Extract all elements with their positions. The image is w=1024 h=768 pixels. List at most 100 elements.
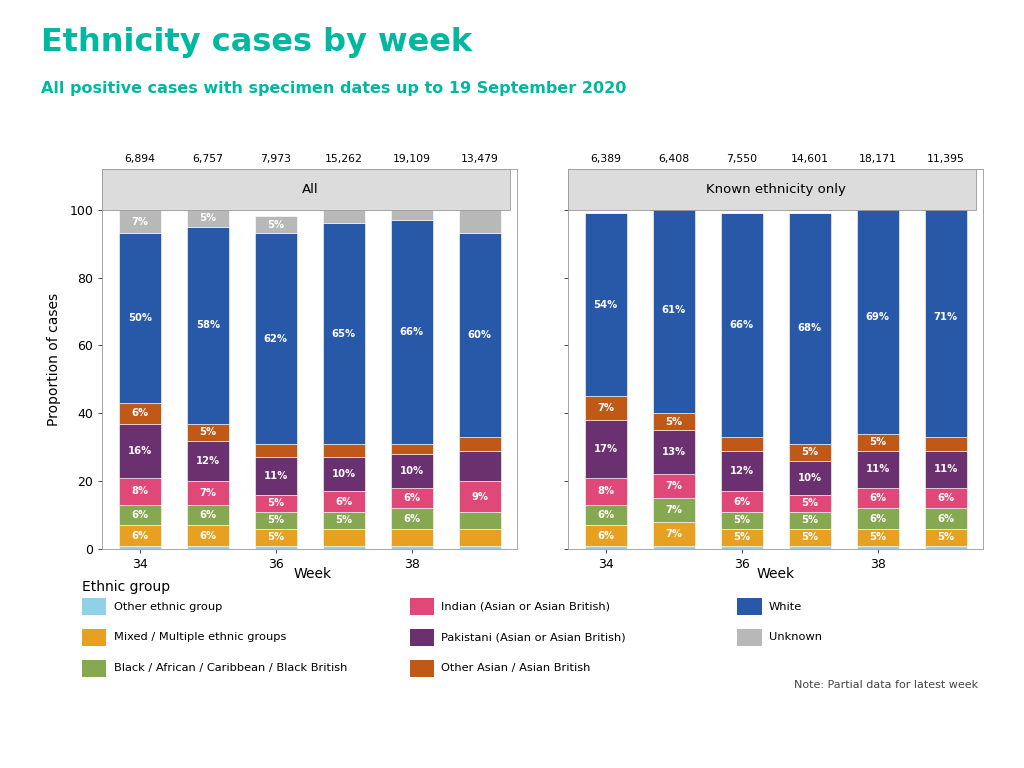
- Bar: [788, 461, 830, 495]
- Text: 5%: 5%: [801, 515, 818, 525]
- Bar: [925, 437, 967, 451]
- Bar: [323, 458, 365, 492]
- Text: Ethnic group: Ethnic group: [82, 580, 170, 594]
- Bar: [788, 511, 830, 528]
- Bar: [186, 441, 228, 482]
- Bar: [119, 546, 161, 549]
- Text: White: White: [769, 601, 802, 612]
- Text: 7%: 7%: [131, 217, 148, 227]
- Bar: [119, 505, 161, 525]
- Text: Note: Partial data for latest week: Note: Partial data for latest week: [794, 680, 978, 690]
- Bar: [186, 525, 228, 546]
- Bar: [391, 210, 433, 220]
- Text: 5%: 5%: [200, 427, 216, 437]
- Bar: [391, 220, 433, 444]
- Text: 10%: 10%: [798, 473, 821, 483]
- Text: 5%: 5%: [267, 498, 285, 508]
- Text: 5%: 5%: [869, 437, 886, 447]
- Bar: [788, 546, 830, 549]
- Text: 11,395: 11,395: [927, 154, 965, 164]
- Bar: [585, 420, 627, 478]
- Text: 6%: 6%: [937, 493, 954, 503]
- Text: 10%: 10%: [332, 469, 355, 479]
- Bar: [459, 511, 501, 528]
- Bar: [788, 495, 830, 511]
- Bar: [255, 458, 297, 495]
- Text: All: All: [301, 183, 318, 196]
- Bar: [925, 196, 967, 437]
- Text: 54%: 54%: [594, 300, 617, 310]
- Text: 13,479: 13,479: [461, 154, 499, 164]
- Text: 7%: 7%: [666, 529, 682, 539]
- Bar: [925, 528, 967, 546]
- Bar: [721, 528, 763, 546]
- Bar: [255, 546, 297, 549]
- Text: 58%: 58%: [196, 320, 220, 330]
- Bar: [391, 546, 433, 549]
- Bar: [459, 482, 501, 511]
- Bar: [186, 546, 228, 549]
- Text: Pakistani (Asian or Asian British): Pakistani (Asian or Asian British): [441, 632, 626, 643]
- Bar: [119, 423, 161, 478]
- Text: 5%: 5%: [267, 220, 285, 230]
- Bar: [652, 522, 694, 546]
- Bar: [459, 233, 501, 437]
- Bar: [323, 528, 365, 546]
- Bar: [391, 454, 433, 488]
- Bar: [323, 546, 365, 549]
- Text: 8%: 8%: [131, 486, 148, 496]
- Bar: [255, 217, 297, 233]
- Bar: [255, 233, 297, 444]
- Text: 5%: 5%: [801, 448, 818, 458]
- Text: 5%: 5%: [200, 214, 216, 223]
- Text: 6%: 6%: [733, 497, 751, 507]
- Text: 66%: 66%: [399, 327, 424, 337]
- Y-axis label: Proportion of cases: Proportion of cases: [47, 293, 61, 425]
- Text: 5%: 5%: [733, 515, 751, 525]
- Bar: [788, 528, 830, 546]
- Bar: [925, 451, 967, 488]
- Text: 71%: 71%: [934, 312, 957, 322]
- Text: 6%: 6%: [131, 510, 148, 520]
- Bar: [459, 546, 501, 549]
- Bar: [255, 444, 297, 458]
- Text: 7,550: 7,550: [726, 154, 758, 164]
- Bar: [119, 478, 161, 505]
- Text: 60%: 60%: [468, 330, 492, 340]
- Bar: [652, 475, 694, 498]
- Text: 6%: 6%: [937, 514, 954, 524]
- Bar: [585, 396, 627, 420]
- Bar: [459, 528, 501, 546]
- Text: Indian (Asian or Asian British): Indian (Asian or Asian British): [441, 601, 610, 612]
- Text: 6%: 6%: [403, 514, 420, 524]
- Text: 18,171: 18,171: [859, 154, 897, 164]
- Text: Black / African / Caribbean / Black British: Black / African / Caribbean / Black Brit…: [114, 663, 347, 674]
- Bar: [585, 478, 627, 505]
- Text: 6%: 6%: [869, 493, 886, 503]
- Bar: [459, 179, 501, 233]
- Bar: [721, 511, 763, 528]
- Text: 6%: 6%: [335, 497, 352, 507]
- Bar: [119, 403, 161, 423]
- Text: 6,894: 6,894: [124, 154, 156, 164]
- Text: 65%: 65%: [332, 329, 355, 339]
- Bar: [391, 488, 433, 508]
- Bar: [857, 488, 899, 508]
- Bar: [721, 492, 763, 511]
- Text: Unknown: Unknown: [769, 632, 822, 643]
- Bar: [721, 437, 763, 451]
- Text: 68%: 68%: [798, 323, 821, 333]
- Text: 5%: 5%: [801, 498, 818, 508]
- Text: 7%: 7%: [666, 482, 682, 492]
- Bar: [459, 451, 501, 482]
- Bar: [857, 451, 899, 488]
- Bar: [857, 434, 899, 451]
- Bar: [255, 511, 297, 528]
- Bar: [255, 495, 297, 511]
- Bar: [186, 210, 228, 227]
- Bar: [925, 546, 967, 549]
- Text: 69%: 69%: [865, 312, 890, 322]
- Text: All positive cases with specimen dates up to 19 September 2020: All positive cases with specimen dates u…: [41, 81, 627, 96]
- Bar: [788, 444, 830, 461]
- Text: 16%: 16%: [128, 445, 152, 455]
